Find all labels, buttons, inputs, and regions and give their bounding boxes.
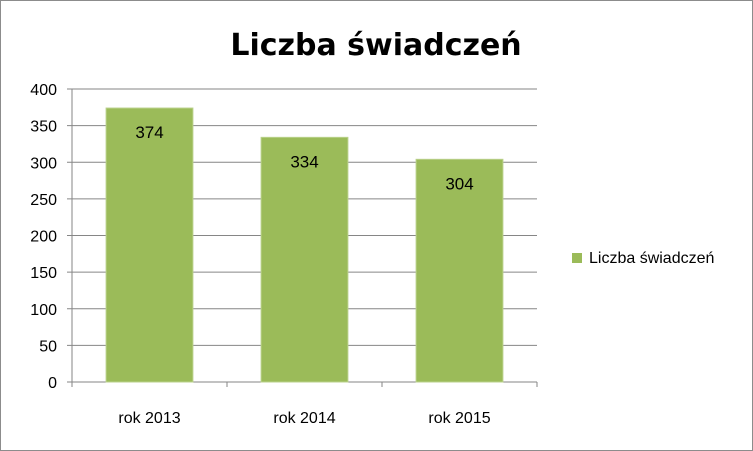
- y-tick-label: 200: [30, 229, 57, 246]
- y-tick-label: 300: [30, 155, 57, 172]
- y-tick-label: 0: [48, 375, 57, 392]
- x-tick-label: rok 2015: [428, 410, 490, 427]
- data-label: 374: [135, 123, 163, 142]
- data-label: 304: [445, 174, 473, 193]
- bar: [415, 158, 504, 383]
- y-tick-label: 50: [39, 338, 57, 355]
- legend-label: Liczba świadczeń: [589, 250, 714, 267]
- bar: [260, 136, 349, 383]
- y-tick-labels: 0 50 100 150 200 250 300 350 400: [30, 82, 57, 392]
- legend: Liczba świadczeń: [572, 250, 714, 267]
- x-tick-label: rok 2014: [273, 410, 335, 427]
- bars: [105, 107, 504, 383]
- chart-title: Liczba świadczeń: [230, 28, 521, 63]
- data-label: 334: [290, 152, 318, 171]
- y-tick-label: 350: [30, 119, 57, 136]
- data-labels: 374 334 304: [135, 123, 473, 193]
- y-tick-label: 250: [30, 192, 57, 209]
- bar: [105, 107, 194, 383]
- x-tick-labels: rok 2013 rok 2014 rok 2015: [118, 410, 490, 427]
- y-tick-label: 150: [30, 265, 57, 282]
- x-tick-label: rok 2013: [118, 410, 180, 427]
- y-tick-label: 400: [30, 82, 57, 99]
- y-tick-label: 100: [30, 302, 57, 319]
- legend-swatch: [572, 253, 582, 263]
